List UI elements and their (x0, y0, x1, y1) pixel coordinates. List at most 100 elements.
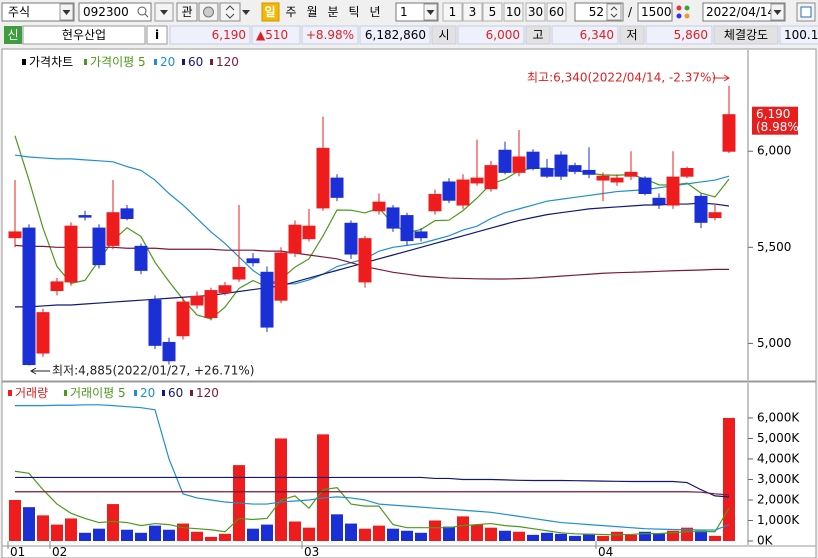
moving-average-line (14, 135, 730, 320)
y-tick-label: 6,000 (757, 144, 791, 158)
icon (676, 13, 682, 19)
legend-swatch (64, 390, 67, 396)
total-input[interactable] (637, 2, 673, 22)
label: 분 (327, 5, 338, 19)
candle-body (610, 177, 624, 183)
period-button-active[interactable] (261, 2, 280, 22)
candle-body (274, 252, 288, 301)
candle-body (358, 238, 372, 283)
volume-bar (387, 528, 399, 541)
search-button[interactable] (176, 2, 198, 22)
candle-body (624, 171, 638, 177)
volume-bar (65, 518, 77, 541)
x-tick-label: 02 (52, 545, 67, 558)
candle-body (316, 147, 330, 209)
label: 092300 (83, 5, 129, 19)
legend-swatch (190, 390, 193, 396)
volume-bar (79, 532, 91, 541)
period-button[interactable] (325, 3, 342, 21)
dropdown-arrow (160, 10, 168, 15)
last-price-label: 6,190 (756, 107, 790, 121)
period-button[interactable] (304, 3, 321, 21)
last-price-box (752, 106, 798, 135)
volume-bar (219, 533, 231, 541)
volume-bar (667, 530, 679, 541)
label: 1 (449, 5, 457, 19)
label: 2022/04/14 (706, 5, 775, 19)
legend-swatch (8, 390, 12, 396)
legend-entry: 20 (140, 386, 155, 400)
label: 6,190 (212, 28, 246, 42)
candle-body (540, 168, 554, 177)
volume-bar (513, 531, 525, 541)
period-button[interactable] (367, 3, 384, 21)
candle-body (666, 176, 680, 206)
volume-bar (639, 531, 651, 541)
volume-bar (331, 514, 343, 541)
search-icon (137, 6, 147, 16)
interval-button[interactable] (482, 2, 503, 22)
candle-body (526, 151, 540, 170)
label: / (628, 5, 633, 19)
period-button[interactable] (346, 3, 363, 21)
volume-bar (485, 527, 497, 541)
volume-bar (373, 525, 385, 541)
volume-bar (191, 531, 203, 541)
candle-body (582, 169, 596, 175)
quote-cell (431, 25, 457, 45)
low-annotation: 최저:4,885(2022/01/27, +26.71%) (52, 364, 254, 378)
date-select[interactable] (702, 2, 786, 22)
stock-name (22, 25, 146, 45)
legend-swatch (182, 59, 185, 65)
label: 틱 (348, 5, 359, 19)
legend-swatch (210, 59, 213, 65)
candle-body (400, 215, 414, 242)
candle-body (302, 225, 316, 240)
y-tick-label: 1,000K (757, 513, 800, 527)
volume-bar (541, 532, 553, 541)
y-tick-label: 4,000K (757, 451, 800, 465)
period-button[interactable] (283, 3, 300, 21)
quote-cell (251, 25, 301, 45)
candle-body (8, 231, 22, 239)
moving-average-line (14, 154, 730, 285)
candle-body (134, 245, 148, 271)
legend-entry: 60 (188, 55, 203, 69)
dropdown-arrow (242, 10, 250, 15)
icon (800, 6, 812, 18)
candle-body (288, 224, 302, 254)
volume-bar (37, 515, 49, 541)
label: 년 (369, 5, 380, 19)
candle-body (568, 165, 582, 172)
interval-button[interactable] (442, 2, 463, 22)
volume-bar (289, 521, 301, 541)
label: 3 (469, 5, 477, 19)
info-button[interactable] (146, 25, 168, 45)
spin-button[interactable] (606, 3, 622, 21)
volume-bar (681, 527, 693, 541)
moving-average-line (14, 244, 729, 280)
code-input[interactable] (78, 2, 152, 22)
interval-button[interactable] (462, 2, 483, 22)
volume-bar (695, 530, 707, 541)
spin-button[interactable] (219, 2, 241, 22)
y-tick-label: 2,000K (757, 492, 800, 506)
interval-button[interactable] (525, 2, 546, 22)
candle-body (36, 312, 50, 354)
quote-cell (645, 25, 713, 45)
market-select[interactable] (1, 2, 75, 22)
interval-button[interactable] (503, 2, 524, 22)
candle-body (638, 177, 652, 194)
volume-bar (93, 528, 105, 541)
volume-bar (303, 527, 315, 541)
label: i (155, 28, 159, 42)
volume-bar (317, 434, 329, 541)
interval-button[interactable] (546, 2, 567, 22)
volume-bar (275, 438, 287, 541)
candle-body (470, 177, 484, 184)
candle-body (414, 231, 428, 239)
volume-bar (625, 534, 637, 541)
legend-title: 거래량 (15, 386, 48, 400)
legend-swatch (134, 390, 137, 396)
legend-entry: 120 (196, 386, 219, 400)
